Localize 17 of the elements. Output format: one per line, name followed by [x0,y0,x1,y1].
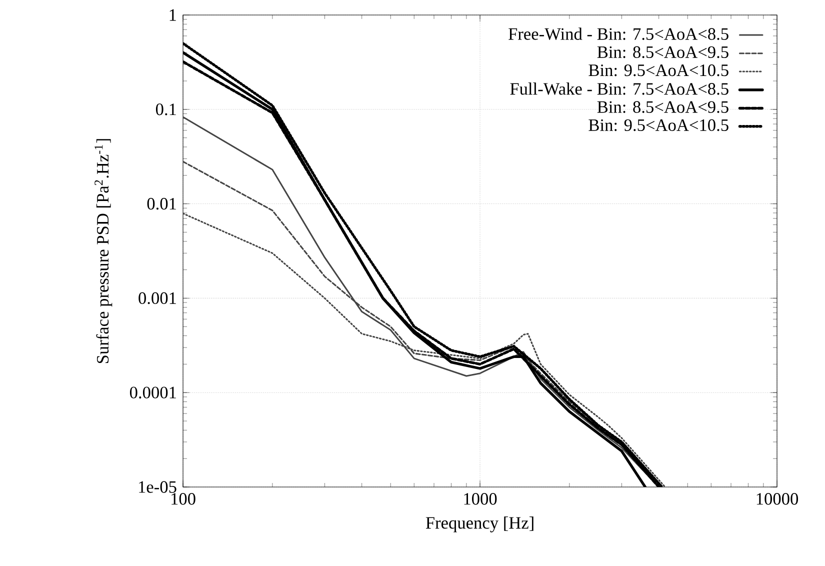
legend-label: Bin: 9.5<AoA<10.5 [588,64,728,76]
legend-label: Bin: 8.5<AoA<9.5 [597,46,728,58]
legend-label: Bin: 8.5<AoA<9.5 [597,101,728,113]
legend-label: Full-Wake - Bin: 7.5<AoA<8.5 [510,82,728,95]
x-tick-label: 1000 [464,493,497,505]
y-tick-label: 0.001 [138,292,176,304]
y-axis-title: Surface pressure PSD [Pa$^{2}$.Hz$^{-1}$] [94,139,112,364]
y-tick-label: 1 [170,9,176,21]
y-tick-label: 0.1 [156,104,176,116]
legend-label: Bin: 9.5<AoA<10.5 [588,119,728,132]
x-tick-label: 10000 [756,493,798,505]
legend-label: Free-Wind - Bin: 7.5<AoA<8.5 [508,28,728,40]
x-axis-title: Frequency [Hz] [426,516,534,532]
y-tick-label: 0.01 [147,198,176,210]
y-tick-label: 0.0001 [130,386,176,398]
y-tick-label: 1e-05 [139,481,176,493]
x-tick-label: 100 [172,493,196,505]
